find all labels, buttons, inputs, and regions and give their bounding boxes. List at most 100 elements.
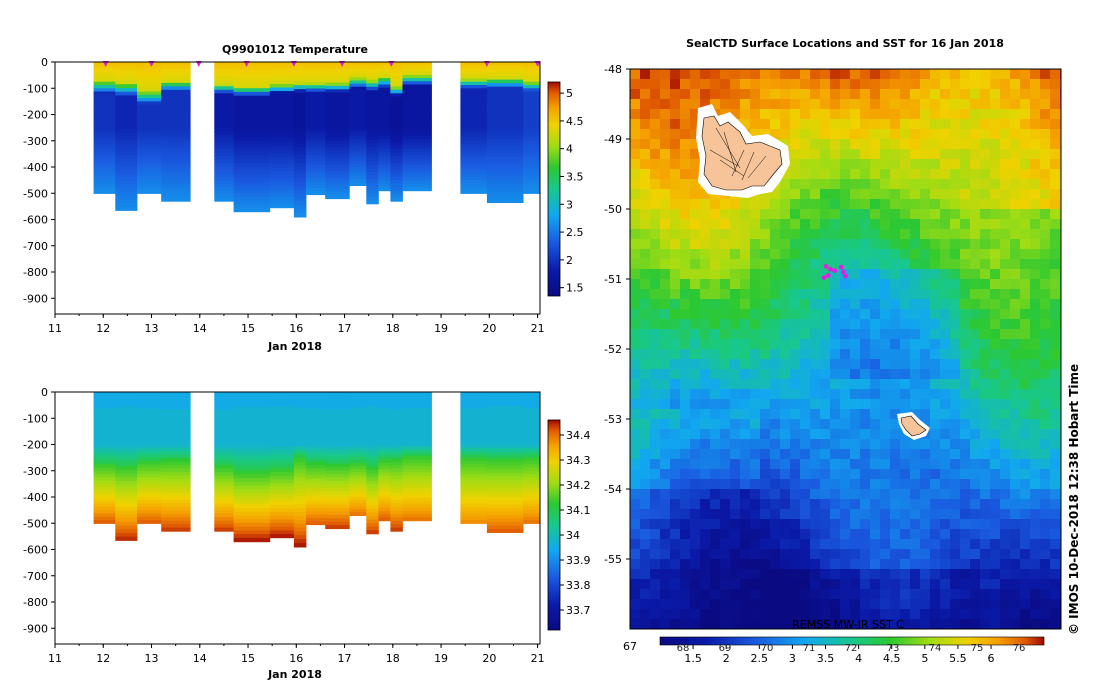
sst-cell	[920, 379, 931, 390]
sst-cell	[920, 519, 931, 530]
profile-cell	[269, 123, 295, 129]
sst-cell	[780, 559, 791, 570]
sst-cell	[920, 509, 931, 520]
sst-cell	[930, 219, 941, 230]
profile-cell	[349, 86, 367, 91]
sst-cell	[630, 379, 641, 390]
profile-cell	[366, 491, 379, 496]
sst-cell	[660, 459, 671, 470]
profile-cell	[293, 166, 307, 171]
profile-cell	[305, 425, 326, 429]
profile-cell	[460, 173, 488, 178]
profile-cell	[115, 410, 138, 415]
profile-cell	[137, 474, 162, 478]
sst-cell	[1030, 269, 1041, 280]
sst-cell	[670, 419, 681, 430]
sst-cell	[1040, 199, 1051, 210]
profile-cell	[293, 512, 307, 517]
sst-cell	[800, 219, 811, 230]
profile-cell	[366, 200, 379, 205]
sst-cell	[840, 549, 851, 560]
profile-cell	[523, 447, 541, 452]
sst-cell	[830, 619, 841, 629]
sst-cell	[1030, 469, 1041, 480]
sst-cell	[890, 299, 901, 310]
sst-cell	[1030, 489, 1041, 500]
sst-cell	[760, 259, 771, 270]
sst-cell	[960, 69, 971, 80]
profile-cell	[460, 104, 488, 109]
profile-cell	[390, 79, 403, 84]
sst-cell	[880, 329, 891, 340]
sst-cell	[900, 179, 911, 190]
sst-cell	[720, 579, 731, 590]
sst-cell	[870, 129, 881, 140]
sst-cell	[830, 179, 841, 190]
profile-cell	[402, 501, 432, 506]
sst-cell	[1040, 309, 1051, 320]
profile-cell	[325, 419, 350, 424]
colorbar-tick-label: 3.5	[566, 170, 584, 183]
sst-cell	[870, 519, 881, 530]
sst-cell	[750, 319, 761, 330]
profile-cell	[486, 448, 524, 453]
sst-cell	[980, 159, 991, 170]
sst-cell	[660, 529, 671, 540]
sst-cell	[750, 579, 761, 590]
sst-cell	[680, 139, 691, 150]
profile-cell	[523, 464, 541, 469]
sst-cell	[760, 199, 771, 210]
profile-cell	[161, 173, 191, 178]
sst-cell	[790, 79, 801, 90]
sst-cell	[970, 139, 981, 150]
sst-cell	[980, 399, 991, 410]
profile-cell	[214, 416, 234, 421]
sst-cell	[730, 369, 741, 380]
sst-cell	[860, 219, 871, 230]
profile-cell	[233, 515, 271, 520]
sst-cell	[880, 259, 891, 270]
sst-cell	[1050, 259, 1061, 270]
profile-cell	[305, 78, 326, 83]
profile-cell	[378, 123, 391, 127]
sst-cell	[870, 459, 881, 470]
sst-cell	[910, 199, 921, 210]
profile-cell	[390, 194, 403, 199]
sst-cell	[730, 99, 741, 110]
sst-colorbar-tick-label: 1.5	[684, 652, 702, 665]
sst-cell	[900, 579, 911, 590]
profile-cell	[137, 398, 162, 403]
sst-cell	[800, 239, 811, 250]
profile-cell	[325, 123, 350, 128]
sst-cell	[860, 319, 871, 330]
profile-cell	[486, 65, 524, 70]
profile-cell	[305, 398, 326, 403]
profile-cell	[161, 138, 191, 143]
profile-cell	[486, 132, 524, 137]
sst-cell	[900, 189, 911, 200]
sst-cell	[950, 139, 961, 150]
sst-cell	[670, 479, 681, 490]
sst-cell	[880, 569, 891, 580]
sst-cell	[650, 89, 661, 100]
profile-cell	[349, 509, 367, 513]
sst-cell	[830, 419, 841, 430]
profile-cell	[269, 402, 295, 408]
sst-cell	[830, 329, 841, 340]
sst-cell	[740, 489, 751, 500]
profile-cell	[137, 454, 162, 459]
profile-cell	[161, 437, 191, 442]
sst-cell	[890, 389, 901, 400]
sst-cell	[1050, 99, 1061, 110]
sst-cell	[940, 379, 951, 390]
profile-cell	[137, 431, 162, 436]
sst-cell	[1060, 139, 1061, 150]
sst-cell	[660, 219, 671, 230]
sst-cell	[1010, 619, 1021, 629]
sst-cell	[780, 109, 791, 120]
sst-cell	[1040, 589, 1051, 600]
sst-cell	[770, 549, 781, 560]
sst-cell	[970, 359, 981, 370]
sst-cell	[720, 439, 731, 450]
profile-cell	[269, 98, 295, 103]
